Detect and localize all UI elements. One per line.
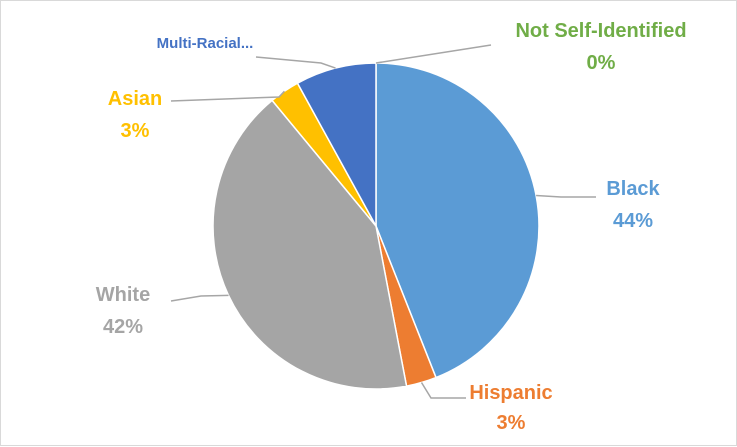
slice-label-name-white: White [96, 284, 150, 306]
slice-label-value-hispanic: 3% [497, 412, 526, 434]
slice-label-name-multi-racial: Multi-Racial... [157, 35, 254, 52]
pie-slice-black [375, 62, 540, 379]
slice-label-value-white: 42% [103, 316, 143, 338]
slice-label-value-black: 44% [613, 210, 653, 232]
leader-lines [170, 44, 596, 399]
leader-line-multi-racial [255, 56, 336, 69]
leader-line-black [536, 194, 596, 198]
leader-line-hispanic [420, 382, 466, 399]
pie-slice-white [212, 99, 408, 390]
slice-label-value-asian: 3% [121, 120, 150, 142]
leader-line-asian [170, 90, 285, 102]
pie-slices [212, 62, 540, 390]
slice-labels: Black 44% Hispanic 3% White 42% Asian 3% Multi-R… [96, 20, 687, 434]
slice-label-name-black: Black [606, 178, 660, 200]
slice-label-name-hispanic: Hispanic [469, 382, 552, 404]
slice-label-name-not-self-identified: Not Self-Identified [515, 20, 686, 42]
slice-label-value-not-self-identified: 0% [587, 52, 616, 74]
leader-line-white [170, 294, 229, 302]
slice-label-name-asian: Asian [108, 88, 162, 110]
leader-line-not-self-identified [375, 44, 492, 64]
